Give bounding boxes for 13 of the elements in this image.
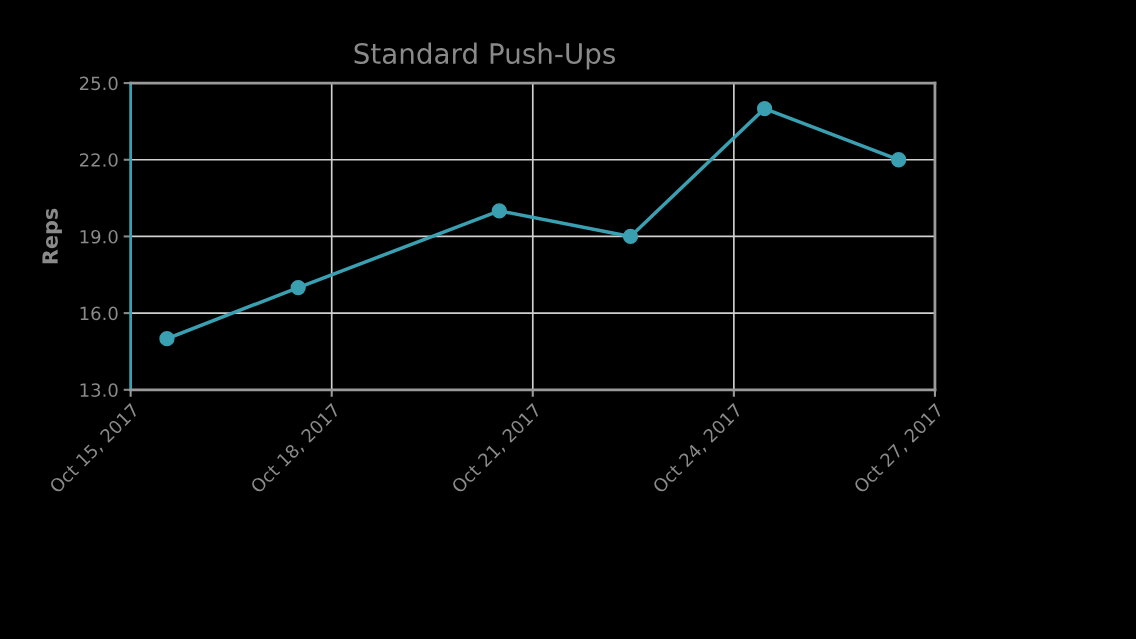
y-tick-label: 25.0 bbox=[79, 76, 118, 91]
y-tick-label: 19.0 bbox=[80, 229, 118, 244]
chart-title: Standard Push-Ups bbox=[354, 42, 615, 70]
point bbox=[290, 279, 306, 296]
point bbox=[491, 203, 507, 219]
y-tick-label: 13.0 bbox=[80, 383, 118, 397]
point bbox=[756, 100, 773, 117]
point bbox=[622, 228, 639, 245]
y-tick-label: 16.0 bbox=[80, 306, 118, 321]
point bbox=[890, 152, 907, 168]
y-tick-label: 22.0 bbox=[79, 153, 118, 167]
y-axis-title: Reps bbox=[42, 208, 62, 264]
point bbox=[159, 331, 175, 347]
